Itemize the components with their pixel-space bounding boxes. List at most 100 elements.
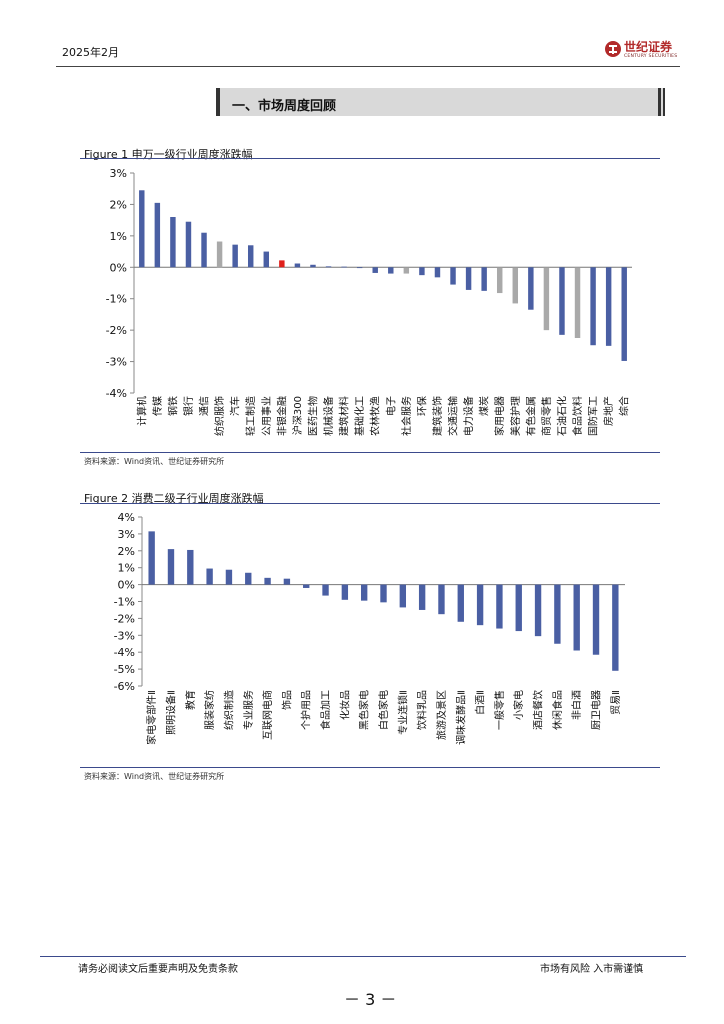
y-tick-label: -5% — [114, 663, 135, 676]
bar-纺织服饰 — [216, 241, 223, 268]
x-category-label: 酒店餐饮 — [532, 690, 545, 730]
x-category-label: 通信 — [199, 396, 211, 416]
x-category-label: 交通运输 — [447, 396, 460, 436]
x-category-label: 沪深300 — [291, 396, 304, 435]
y-tick-label: -3% — [114, 629, 135, 642]
bar-有色金属 — [528, 267, 534, 310]
y-tick-label: -4% — [106, 387, 127, 400]
x-category-label: 厨卫电器 — [590, 690, 603, 730]
x-category-label: 纺织制造 — [222, 690, 235, 730]
footer-risk-notice: 市场有风险 入市需谨慎 — [540, 964, 644, 975]
figure2-chart: 4% 3% 2% 1% 0% -1% -2% -3% -4% -5% -6% 家电零部件Ⅱ 照明设备Ⅱ 教… — [114, 511, 625, 745]
x-category-label: 饰品 — [280, 690, 293, 710]
bar-食品饮料 — [574, 267, 581, 338]
x-category-label: 美容护理 — [509, 396, 522, 436]
bar-个护用品 — [303, 584, 310, 588]
x-category-label: 旅游及景区 — [435, 690, 448, 740]
x-category-label: 农林牧渔 — [369, 396, 382, 436]
x-category-label: 银行 — [182, 396, 195, 416]
y-tick-label: -4% — [114, 646, 135, 659]
x-category-label: 小家电 — [512, 690, 525, 720]
x-category-label: 互联网电商 — [261, 690, 274, 740]
bar-钢铁 — [170, 217, 176, 268]
y-tick-label: -2% — [114, 612, 135, 625]
x-category-label: 商贸零售 — [540, 396, 553, 436]
footer-divider — [40, 956, 686, 957]
x-category-label: 综合 — [618, 396, 631, 416]
x-category-label: 建筑材料 — [338, 396, 351, 436]
section-title: 一、市场周度回顾 — [232, 99, 337, 114]
bar-休闲食品 — [554, 584, 561, 644]
x-category-label: 非白酒 — [570, 690, 583, 720]
y-tick-label: 0% — [118, 579, 135, 592]
bar-黑色家电 — [360, 584, 368, 601]
x-category-label: 专业服务 — [242, 690, 255, 730]
x-category-label: 食品加工 — [319, 690, 332, 730]
figure2-title: Figure 2 消费二级子行业周度涨跌幅 — [84, 492, 264, 505]
bar-美容护理 — [512, 267, 519, 304]
bar-白酒Ⅱ — [476, 584, 484, 626]
y-tick-label: 3% — [110, 167, 127, 180]
x-category-label: 白色家电 — [377, 690, 390, 730]
figure1-source: 资料来源：Wind资讯、世纪证券研究所 — [84, 457, 225, 466]
section-bar-right-edge-outer — [663, 88, 665, 116]
y-tick-label: -1% — [106, 293, 127, 306]
x-category-label: 环保 — [415, 396, 428, 416]
figure1-title: Figure 1 申万一级行业周度涨跌幅 — [84, 148, 253, 161]
y-tick-label: -6% — [114, 680, 135, 693]
x-category-label: 石油石化 — [555, 396, 568, 436]
x-category-label: 医药生物 — [306, 396, 319, 436]
bar-照明设备Ⅱ — [167, 549, 175, 585]
x-category-label: 照明设备Ⅱ — [164, 690, 177, 735]
bar-建筑材料 — [341, 266, 347, 268]
bar-汽车 — [232, 244, 238, 268]
x-category-label: 教育 — [184, 690, 197, 710]
bar-沪深300 — [294, 263, 301, 268]
bar-社会服务 — [403, 267, 410, 274]
bar-纺织制造 — [225, 569, 233, 585]
bar-一般零售 — [496, 584, 503, 629]
x-category-label: 非银金融 — [275, 396, 288, 436]
bar-公用事业 — [263, 251, 270, 268]
x-category-label: 化妆品 — [338, 690, 351, 720]
figure2-bottom-rule — [80, 767, 660, 768]
section-bar-left-edge — [216, 88, 220, 116]
figure2-source: 资料来源：Wind资讯、世纪证券研究所 — [84, 772, 225, 781]
bar-国防军工 — [590, 267, 596, 346]
x-category-label: 机械设备 — [322, 396, 335, 436]
logo-name: 世纪证券 — [624, 40, 673, 54]
x-category-label: 家用电器 — [493, 396, 506, 436]
bar-石油石化 — [559, 267, 565, 335]
x-category-label: 个护用品 — [300, 690, 313, 730]
x-category-label: 公用事业 — [260, 396, 273, 436]
bar-饮料乳品 — [418, 584, 426, 610]
bar-互联网电商 — [264, 577, 271, 585]
bar-房地产 — [605, 267, 612, 346]
x-category-label: 基础化工 — [353, 396, 366, 436]
header-divider — [56, 66, 680, 67]
figure1-bottom-rule — [80, 452, 660, 453]
figure2-top-rule — [80, 503, 660, 504]
bar-煤炭 — [481, 267, 487, 291]
x-category-label: 纺织服饰 — [213, 396, 226, 436]
y-tick-label: 2% — [118, 545, 135, 558]
bar-建筑装饰 — [434, 267, 441, 278]
y-tick-label: -2% — [106, 324, 127, 337]
x-category-label: 电子 — [384, 396, 397, 416]
y-tick-label: 1% — [118, 562, 135, 575]
bar-电子 — [388, 267, 394, 274]
bar-银行 — [185, 221, 192, 268]
x-category-label: 建筑装饰 — [431, 396, 444, 436]
y-tick-label: 4% — [118, 511, 135, 524]
bar-旅游及景区 — [438, 584, 445, 615]
x-category-label: 计算机 — [135, 396, 148, 426]
x-category-label: 汽车 — [229, 396, 242, 416]
x-category-label: 黑色家电 — [358, 690, 371, 730]
bar-服装家纺 — [206, 568, 213, 585]
x-category-label: 煤炭 — [478, 396, 491, 416]
logo-subtitle: CENTURY SECURITIES — [624, 54, 678, 59]
bar-基础化工 — [356, 267, 363, 269]
bar-计算机 — [139, 190, 145, 268]
bar-医药生物 — [310, 264, 316, 268]
x-category-label: 专业连锁Ⅱ — [396, 690, 409, 735]
